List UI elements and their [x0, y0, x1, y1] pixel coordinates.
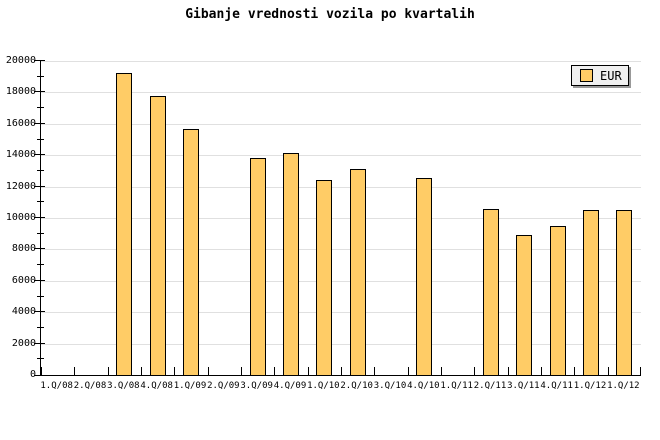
- gridline: [41, 343, 641, 345]
- y-axis-tick: [34, 217, 45, 218]
- x-axis-label: 4.Q/08: [140, 381, 173, 391]
- y-axis-minor-tick: [37, 326, 44, 328]
- x-axis-tick: [474, 367, 476, 375]
- legend-label: EUR: [600, 68, 622, 83]
- y-axis-tick: [34, 60, 45, 61]
- y-axis-tick: [34, 342, 45, 344]
- plot-area: [34, 60, 641, 376]
- x-axis-tick: [407, 367, 409, 375]
- y-axis-label: 10000: [5, 212, 36, 223]
- y-axis-label: 0: [29, 369, 36, 380]
- x-axis-label: 1.Q/12: [607, 381, 640, 391]
- x-axis-label: 4.Q/09: [273, 381, 307, 391]
- x-axis-label: 1.Q/12: [573, 381, 607, 391]
- gridline: [41, 186, 641, 188]
- x-axis-label: 3.Q/09: [240, 381, 273, 391]
- x-axis-label: 2.Q/09: [207, 381, 240, 391]
- y-axis-label: 6000: [11, 274, 36, 286]
- x-axis-tick: [74, 367, 76, 375]
- gridline: [41, 249, 641, 251]
- bar: [416, 177, 433, 375]
- bar: [183, 128, 199, 375]
- y-axis-minor-tick: [37, 264, 44, 266]
- x-axis-label: 3.Q/08: [107, 381, 140, 391]
- gridline: [41, 123, 641, 125]
- gridline: [41, 155, 641, 157]
- x-axis-tick: [374, 367, 376, 375]
- bar: [149, 95, 166, 375]
- y-axis-tick: [34, 248, 45, 250]
- y-axis-minor-tick: [37, 295, 44, 297]
- bar: [116, 72, 133, 375]
- x-axis-label: 4.Q/11: [540, 381, 573, 391]
- bar: [516, 234, 533, 375]
- y-axis-minor-tick: [37, 201, 44, 203]
- y-axis-minor-tick: [37, 232, 44, 234]
- y-axis-tick: [34, 154, 45, 156]
- y-axis-minor-tick: [37, 75, 44, 77]
- y-axis-minor-tick: [37, 169, 44, 171]
- y-axis-minor-tick: [37, 107, 44, 109]
- x-axis-label: 1.Q/10: [307, 381, 340, 391]
- x-axis-tick: [574, 367, 576, 375]
- x-axis-label: 2.Q/11: [473, 381, 507, 391]
- x-axis-tick: [274, 367, 276, 375]
- chart-title: Gibanje vrednosti vozila po kvartalih: [185, 7, 475, 22]
- bar: [616, 210, 633, 375]
- x-axis-tick: [640, 367, 641, 375]
- y-axis-label: 4000: [11, 306, 36, 318]
- x-axis-tick: [41, 367, 42, 375]
- y-axis-tick: [34, 279, 45, 281]
- gridline: [41, 312, 641, 314]
- bar: [549, 225, 566, 375]
- bar: [249, 158, 266, 375]
- y-axis-label: 16000: [5, 117, 36, 129]
- x-axis-tick: [507, 367, 509, 375]
- y-axis-minor-tick: [37, 138, 44, 140]
- x-axis-tick: [174, 367, 176, 375]
- x-axis-tick: [607, 367, 609, 375]
- x-axis-tick: [441, 367, 442, 375]
- y-axis-label: 18000: [5, 86, 36, 98]
- x-axis-tick: [107, 367, 109, 375]
- x-axis-label: 1.Q/08: [40, 381, 73, 391]
- x-axis-tick: [307, 367, 309, 375]
- legend-swatch-icon: [580, 69, 593, 82]
- gridline: [41, 218, 641, 219]
- y-axis-tick: [34, 185, 45, 187]
- y-axis-minor-tick: [37, 358, 44, 360]
- y-axis-label: 8000: [11, 243, 36, 255]
- y-axis-tick: [34, 375, 45, 376]
- bar: [349, 168, 366, 375]
- x-axis-tick: [141, 367, 142, 375]
- y-axis-label: 20000: [5, 55, 36, 66]
- x-axis-label: 1.Q/09: [173, 381, 207, 391]
- gridline: [41, 280, 641, 282]
- bar: [483, 208, 499, 375]
- y-axis-label: 14000: [5, 149, 36, 161]
- x-axis-tick: [341, 367, 342, 375]
- y-axis-tick: [34, 311, 45, 313]
- gridline: [41, 92, 641, 94]
- x-axis-label: 3.Q/10: [373, 381, 407, 391]
- y-axis-tick: [34, 91, 45, 93]
- y-axis-tick: [34, 122, 45, 124]
- y-axis-label: 12000: [5, 180, 36, 192]
- x-axis-tick: [207, 367, 209, 375]
- x-axis-tick: [541, 367, 542, 375]
- x-axis-tick: [241, 367, 242, 375]
- y-axis-label: 2000: [11, 337, 36, 349]
- legend: EUR: [571, 65, 629, 86]
- bar: [316, 179, 333, 375]
- gridline: [41, 61, 641, 62]
- x-axis-label: 1.Q/11: [440, 381, 473, 391]
- x-axis-label: 3.Q/11: [507, 381, 540, 391]
- x-axis-label: 2.Q/08: [73, 381, 107, 391]
- x-axis-label: 2.Q/10: [340, 381, 373, 391]
- bar: [583, 210, 599, 375]
- x-axis-label: 4.Q/10: [407, 381, 440, 391]
- bar: [283, 152, 299, 375]
